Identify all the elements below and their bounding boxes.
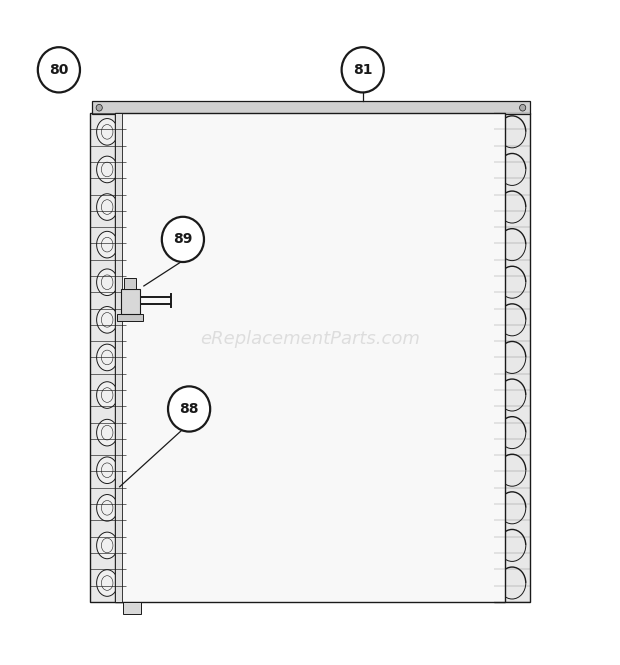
Ellipse shape	[101, 200, 113, 214]
Circle shape	[96, 104, 102, 111]
Ellipse shape	[97, 118, 118, 145]
Bar	[90, 113, 126, 602]
Ellipse shape	[101, 313, 113, 327]
Text: 88: 88	[179, 402, 199, 416]
Bar	[90, 113, 126, 602]
Circle shape	[520, 104, 526, 111]
Text: 89: 89	[173, 232, 193, 247]
Bar	[494, 113, 530, 602]
Ellipse shape	[97, 532, 118, 559]
Bar	[121, 289, 140, 314]
Bar	[115, 113, 505, 602]
Ellipse shape	[101, 463, 113, 477]
Ellipse shape	[97, 307, 118, 333]
Ellipse shape	[101, 162, 113, 177]
Ellipse shape	[97, 194, 118, 220]
Ellipse shape	[97, 570, 118, 597]
Text: eReplacementParts.com: eReplacementParts.com	[200, 330, 420, 348]
Circle shape	[38, 47, 80, 92]
Ellipse shape	[97, 231, 118, 258]
Ellipse shape	[97, 457, 118, 483]
Bar	[123, 602, 141, 614]
Circle shape	[168, 386, 210, 432]
Text: 80: 80	[49, 63, 69, 77]
Bar	[117, 314, 143, 321]
Ellipse shape	[101, 576, 113, 591]
Bar	[92, 101, 530, 114]
Ellipse shape	[101, 350, 113, 364]
Bar	[124, 278, 136, 289]
Ellipse shape	[97, 382, 118, 408]
Ellipse shape	[101, 275, 113, 289]
Text: 81: 81	[353, 63, 373, 77]
Ellipse shape	[97, 344, 118, 371]
Ellipse shape	[97, 420, 118, 446]
Ellipse shape	[101, 388, 113, 402]
Ellipse shape	[97, 495, 118, 521]
Ellipse shape	[97, 269, 118, 295]
Circle shape	[162, 217, 204, 262]
Bar	[115, 113, 122, 602]
Ellipse shape	[101, 237, 113, 252]
Circle shape	[342, 47, 384, 92]
Ellipse shape	[101, 538, 113, 553]
Ellipse shape	[101, 124, 113, 139]
Ellipse shape	[101, 426, 113, 440]
Bar	[494, 113, 530, 602]
Ellipse shape	[97, 156, 118, 183]
Ellipse shape	[101, 501, 113, 515]
